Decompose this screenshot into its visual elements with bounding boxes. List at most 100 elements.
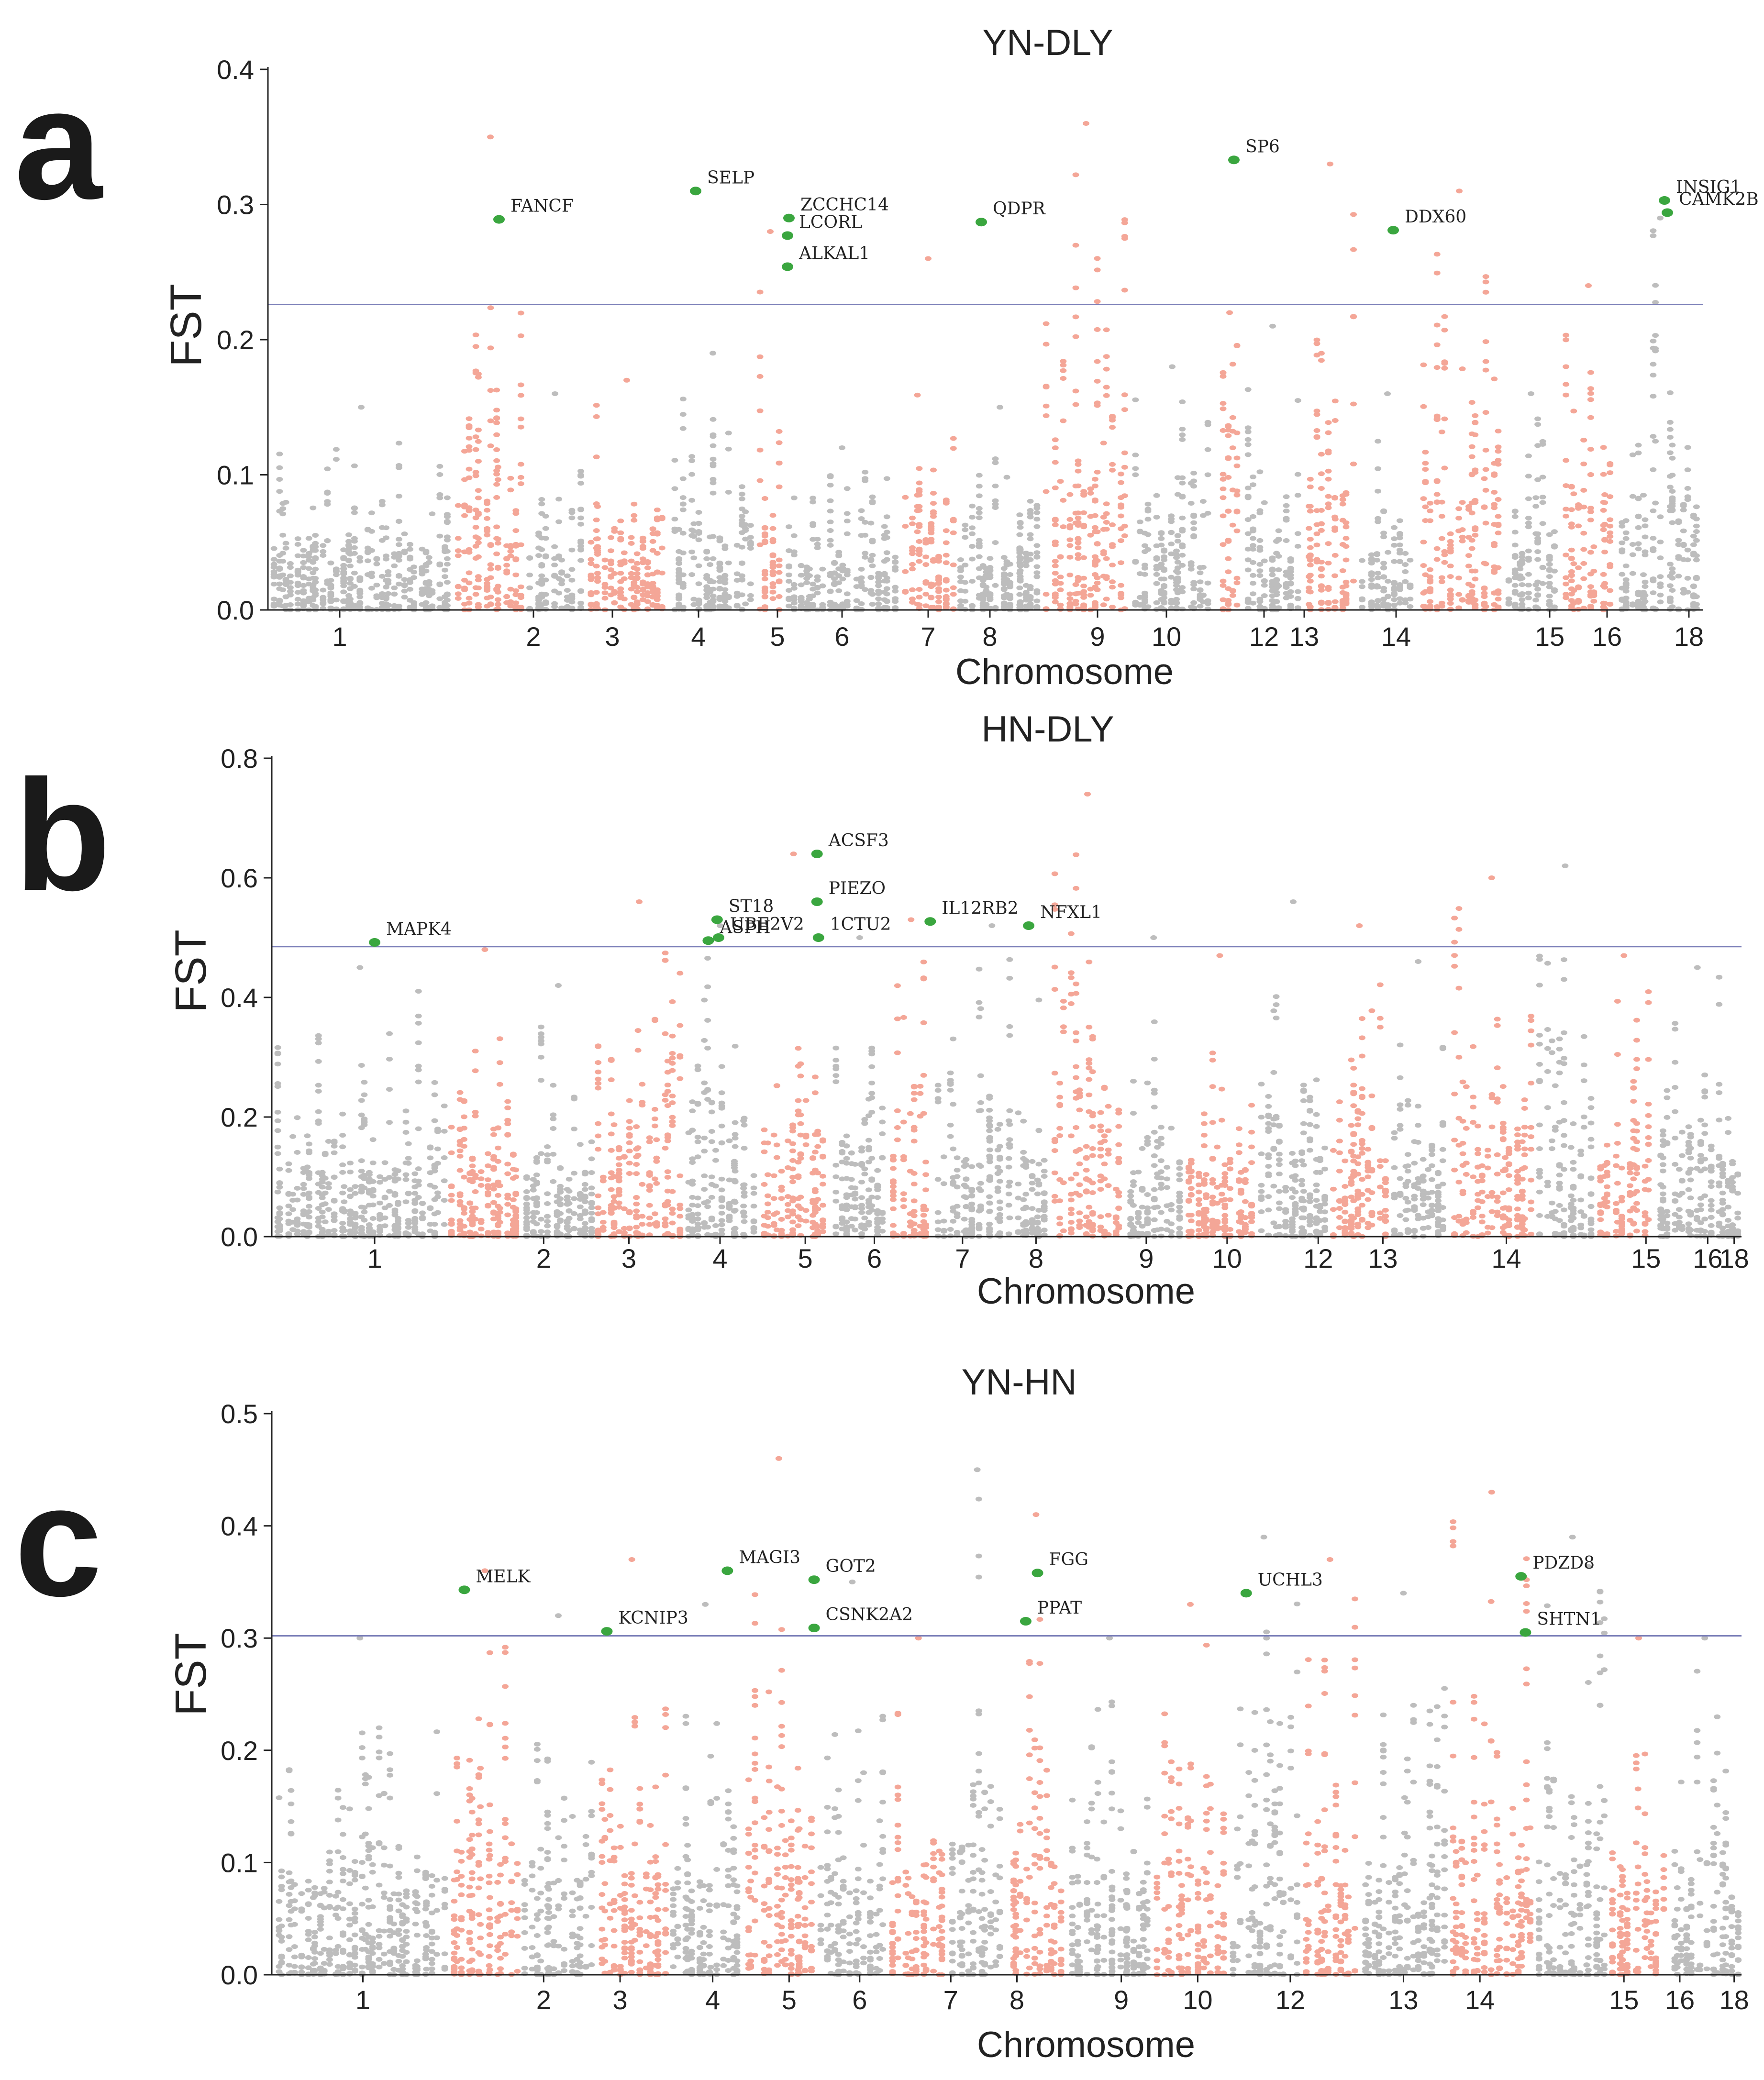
- snp-point: [862, 478, 869, 483]
- snp-point: [1331, 525, 1338, 531]
- snp-point: [496, 1036, 503, 1041]
- snp-point: [626, 1226, 633, 1231]
- snp-point: [441, 1103, 448, 1108]
- snp-point: [874, 1168, 881, 1173]
- snp-point: [315, 1089, 322, 1094]
- snp-point: [869, 592, 876, 597]
- snp-point: [786, 579, 792, 584]
- snp-point: [1000, 555, 1008, 560]
- snp-point: [441, 1129, 448, 1134]
- snp-point: [1204, 510, 1211, 516]
- snp-point: [669, 1189, 676, 1194]
- snp-point: [761, 1182, 768, 1187]
- snp-point: [1121, 220, 1128, 225]
- snp-point: [1433, 342, 1441, 347]
- snp-point: [469, 1155, 476, 1161]
- snp-point: [811, 1074, 819, 1080]
- snp-point: [485, 1163, 491, 1168]
- snp-point: [401, 582, 408, 587]
- snp-point: [1568, 573, 1575, 578]
- snp-point: [577, 468, 584, 474]
- snp-point: [577, 543, 584, 549]
- snp-point: [1094, 256, 1101, 261]
- snp-point: [1091, 525, 1098, 530]
- snp-point: [1657, 581, 1664, 586]
- snp-point: [1607, 601, 1614, 607]
- snp-point: [1220, 370, 1227, 376]
- snp-point: [444, 556, 451, 561]
- snp-point: [395, 1176, 401, 1182]
- snp-point: [1052, 460, 1059, 465]
- snp-point: [669, 1094, 676, 1099]
- panel-b-ylabel: FST: [166, 929, 215, 1013]
- snp-point: [1568, 555, 1575, 561]
- snp-point: [776, 594, 783, 599]
- snp-point: [1368, 573, 1375, 578]
- snp-point: [312, 555, 319, 560]
- snp-point: [1118, 583, 1124, 588]
- snp-point: [910, 1198, 918, 1204]
- snp-point: [1318, 574, 1325, 579]
- snp-point: [1511, 542, 1519, 548]
- snp-point: [304, 1164, 311, 1170]
- snp-point: [411, 1216, 419, 1221]
- snp-point: [669, 1051, 676, 1056]
- snp-point: [969, 579, 976, 584]
- snp-point: [530, 1215, 537, 1220]
- snp-point: [704, 1199, 711, 1204]
- snp-point: [1100, 551, 1107, 556]
- snp-point: [776, 440, 783, 445]
- snp-point: [710, 534, 717, 539]
- snp-point: [1087, 593, 1094, 598]
- snp-point: [710, 456, 717, 462]
- snp-point: [1204, 420, 1211, 425]
- snp-point: [1066, 591, 1074, 597]
- snp-point: [865, 1138, 872, 1143]
- snp-point: [658, 570, 666, 575]
- snp-point: [340, 583, 347, 588]
- snp-point: [1539, 581, 1546, 586]
- snp-point: [279, 532, 287, 538]
- snp-point: [1094, 529, 1101, 534]
- snp-point: [750, 1218, 757, 1223]
- snp-point: [577, 605, 584, 610]
- snp-point: [558, 578, 565, 583]
- snp-point: [477, 1169, 485, 1174]
- snp-point: [1587, 386, 1594, 391]
- snp-point: [1017, 557, 1024, 562]
- snp-point: [484, 501, 491, 506]
- snp-point: [1225, 509, 1232, 514]
- snp-point: [664, 1138, 671, 1143]
- snp-point: [1635, 514, 1642, 520]
- snp-point: [300, 565, 307, 570]
- snp-point: [741, 1146, 748, 1151]
- snp-point: [477, 1227, 485, 1232]
- snp-point: [1261, 593, 1268, 598]
- snp-point: [351, 603, 358, 608]
- snp-point: [962, 563, 969, 568]
- snp-point: [669, 1119, 676, 1124]
- snp-point: [495, 1159, 502, 1164]
- snp-point: [943, 540, 950, 545]
- snp-point: [369, 1179, 377, 1184]
- snp-point: [1168, 530, 1175, 535]
- snp-point: [1256, 469, 1264, 475]
- snp-point: [333, 457, 340, 462]
- snp-point: [1534, 549, 1542, 554]
- snp-point: [351, 463, 358, 468]
- snp-point: [1121, 533, 1128, 538]
- snp-point: [861, 1166, 868, 1172]
- snp-point: [1179, 563, 1186, 568]
- snp-point: [843, 1156, 850, 1161]
- snp-point: [694, 1134, 701, 1140]
- snp-point: [806, 566, 813, 572]
- snp-point: [947, 1087, 954, 1093]
- snp-point: [1225, 569, 1232, 575]
- snp-point: [1256, 538, 1264, 543]
- snp-point: [427, 1155, 434, 1161]
- snp-point: [391, 585, 398, 590]
- snp-point: [1391, 592, 1398, 597]
- snp-point: [461, 1230, 467, 1236]
- snp-point: [444, 597, 451, 603]
- snp-point: [1433, 417, 1441, 422]
